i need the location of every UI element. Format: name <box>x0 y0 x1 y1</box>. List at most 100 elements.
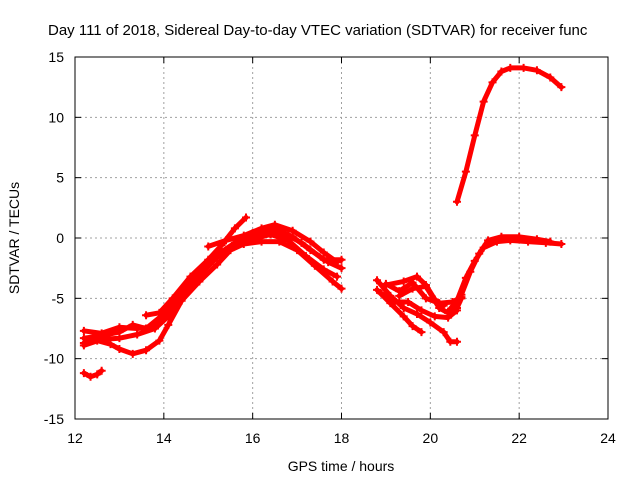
data-point <box>142 324 151 333</box>
data-point <box>519 63 528 72</box>
x-tick-label: 12 <box>67 430 83 446</box>
data-point <box>488 78 497 87</box>
data-point <box>301 252 310 261</box>
data-point <box>413 310 422 319</box>
data-point <box>408 322 417 331</box>
x-tick-label: 14 <box>156 430 172 446</box>
data-point <box>532 235 541 244</box>
data-point <box>86 372 95 381</box>
chart-title: Day 111 of 2018, Sidereal Day-to-day VTE… <box>48 22 588 39</box>
data-point <box>155 336 164 345</box>
data-point <box>381 281 390 290</box>
data-point <box>377 289 386 298</box>
series-arc-1 <box>81 368 105 380</box>
data-point <box>79 369 88 378</box>
data-point <box>204 242 213 251</box>
x-tick-label: 16 <box>245 430 261 446</box>
data-point <box>288 226 297 235</box>
data-point <box>93 370 102 379</box>
data-point <box>239 231 248 240</box>
data-point <box>333 258 342 267</box>
y-tick-label: 0 <box>56 230 64 246</box>
x-tick-label: 22 <box>511 430 527 446</box>
data-point <box>461 167 470 176</box>
x-tick-label: 24 <box>600 430 616 446</box>
data-point <box>475 249 484 258</box>
data-point <box>128 349 137 358</box>
data-point <box>546 237 555 246</box>
data-point <box>115 328 124 337</box>
data-point <box>426 318 435 327</box>
data-point <box>319 255 328 264</box>
data-point <box>230 224 239 233</box>
data-point <box>373 285 382 294</box>
y-tick-label: -15 <box>44 411 64 427</box>
y-tick-label: -10 <box>44 351 64 367</box>
data-point <box>466 267 475 276</box>
data-point <box>408 284 417 293</box>
y-tick-label: -5 <box>52 290 65 306</box>
series-arc-5 <box>81 227 344 341</box>
data-point <box>546 73 555 82</box>
data-point <box>142 346 151 355</box>
data-point <box>79 334 88 343</box>
data-point <box>337 264 346 273</box>
x-tick-label: 18 <box>334 430 350 446</box>
data-point <box>457 290 466 299</box>
data-point <box>242 213 251 222</box>
data-point <box>399 303 408 312</box>
data-point <box>417 328 426 337</box>
data-point <box>270 220 279 229</box>
series-arc-6 <box>143 215 249 318</box>
data-point <box>439 328 448 337</box>
data-point <box>470 131 479 140</box>
data-point <box>97 366 106 375</box>
data-point <box>390 297 399 306</box>
data-point <box>399 312 408 321</box>
data-point <box>168 294 177 303</box>
data-point <box>222 236 231 245</box>
data-point <box>155 308 164 317</box>
series-arc-15 <box>450 234 553 313</box>
data-point <box>164 320 173 329</box>
data-point <box>79 341 88 350</box>
data-point <box>439 301 448 310</box>
data-point <box>506 63 515 72</box>
data-point <box>417 306 426 315</box>
x-tick-label: 20 <box>423 430 439 446</box>
data-point <box>399 277 408 286</box>
data-point <box>284 231 293 240</box>
data-point <box>479 97 488 106</box>
y-axis-label: SDTVAR / TECUs <box>6 182 22 294</box>
data-point <box>532 66 541 75</box>
data-point <box>79 326 88 335</box>
y-tick-label: 15 <box>48 49 64 65</box>
series-layer <box>79 63 566 381</box>
data-point <box>395 291 404 300</box>
data-point <box>319 248 328 257</box>
data-point <box>448 306 457 315</box>
data-point <box>430 312 439 321</box>
data-point <box>186 272 195 281</box>
data-point <box>333 272 342 281</box>
y-tick-label: 10 <box>48 109 64 125</box>
data-point <box>213 260 222 269</box>
data-point <box>430 295 439 304</box>
data-point <box>421 281 430 290</box>
data-point <box>115 345 124 354</box>
data-point <box>306 237 315 246</box>
data-point <box>484 236 493 245</box>
data-point <box>337 255 346 264</box>
data-point <box>557 240 566 249</box>
data-point <box>497 232 506 241</box>
data-point <box>404 297 413 306</box>
data-point <box>106 340 115 349</box>
data-point <box>204 255 213 264</box>
data-point <box>142 311 151 320</box>
data-point <box>328 277 337 286</box>
data-point <box>452 337 461 346</box>
data-point <box>413 272 422 281</box>
data-point <box>515 232 524 241</box>
data-point <box>337 284 346 293</box>
